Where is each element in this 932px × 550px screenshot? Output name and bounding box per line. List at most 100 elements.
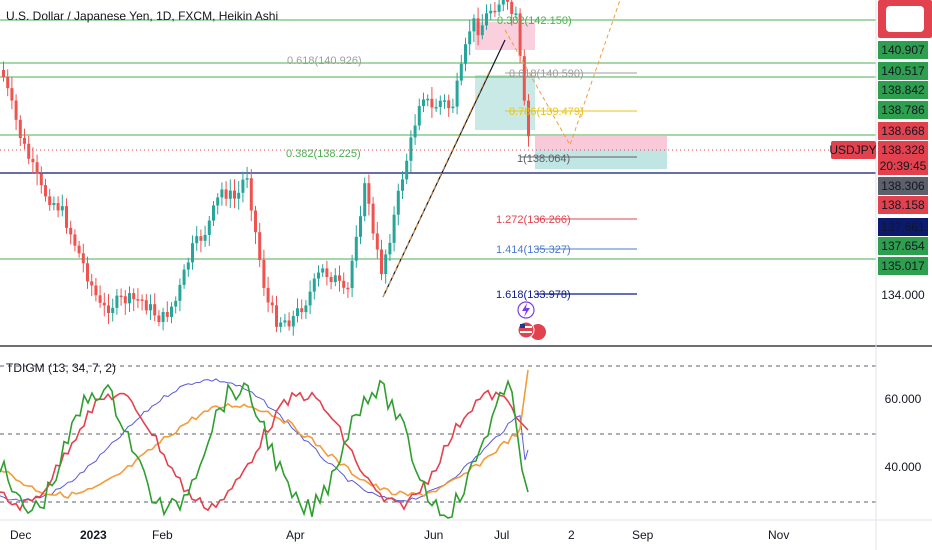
price-label-box <box>878 41 928 59</box>
price-label: 138.668 <box>881 124 925 138</box>
candle-body <box>23 138 26 144</box>
candle-body <box>241 179 245 193</box>
candle-body <box>14 100 18 120</box>
candle-body <box>119 295 123 298</box>
candle-body <box>405 160 409 180</box>
fib-label: 1.272(136.266) <box>496 214 571 226</box>
fib-label: 0.618(140.590) <box>509 68 584 80</box>
candle-body <box>493 10 497 13</box>
price-label: 135.017 <box>881 259 925 273</box>
candle-body <box>228 190 232 199</box>
candle-body <box>233 190 236 199</box>
candle-body <box>60 206 64 211</box>
candle-body <box>447 100 451 109</box>
candle-body <box>203 234 207 241</box>
time-axis[interactable]: Dec 2023 Feb Apr Jun Jul 2 Sep Nov <box>10 528 789 542</box>
price-label-box <box>878 237 928 255</box>
chart-title: U.S. Dollar / Japanese Yen, 1D, FXCM, He… <box>6 9 278 23</box>
candle-body <box>363 183 367 217</box>
candle-body <box>338 275 341 281</box>
price-badge-inner <box>886 6 924 32</box>
candle-body <box>317 272 320 279</box>
candle-body <box>195 236 199 244</box>
candle-body <box>35 162 39 174</box>
time-label: 2023 <box>80 528 107 542</box>
candle-body <box>472 18 476 32</box>
candle-body <box>443 100 446 102</box>
candle-body <box>476 18 480 36</box>
last-price-label: 138.328 <box>881 143 925 157</box>
candle-body <box>2 70 5 77</box>
fib-label: 0.786(139.479) <box>509 106 584 118</box>
candle-body <box>464 44 467 64</box>
candle-body <box>254 210 257 233</box>
price-label: 138.842 <box>881 83 925 97</box>
candle-body <box>501 0 505 5</box>
stop-zone-upper <box>475 22 535 50</box>
candle-body <box>329 276 333 283</box>
economic-event-markers[interactable] <box>517 301 546 340</box>
candle-body <box>514 13 518 15</box>
price-label: 138.786 <box>881 103 925 117</box>
candle-body <box>350 260 354 289</box>
price-label-box <box>878 177 928 195</box>
fib-label: 0.382(138.225) <box>286 148 361 160</box>
candle-body <box>518 13 522 57</box>
indicator-tick: 60.000 <box>885 392 922 406</box>
price-label: 138.158 <box>881 198 925 212</box>
candle-body <box>191 243 194 263</box>
candle-body <box>430 98 434 108</box>
price-label-box <box>878 62 928 80</box>
fib-label: 1.618(133.978) <box>496 289 571 301</box>
candle-body <box>207 220 211 235</box>
indicator-tick: 40.000 <box>885 460 922 474</box>
candle-body <box>107 305 110 314</box>
time-label: Feb <box>152 528 173 542</box>
price-label: 137.661 <box>881 220 925 234</box>
candle-body <box>98 295 102 303</box>
candle-body <box>485 13 488 26</box>
time-label: 2 <box>568 528 575 542</box>
candle-body <box>354 236 358 261</box>
countdown-label: 20:39:45 <box>880 159 927 173</box>
candle-body <box>140 299 144 301</box>
flag-stripe <box>520 326 532 328</box>
candle-body <box>392 214 396 243</box>
candle-body <box>220 189 224 198</box>
candle-body <box>409 137 413 161</box>
price-scale[interactable]: 140.907 140.517 138.842 138.786 138.668 … <box>829 0 932 474</box>
candle-body <box>224 189 228 199</box>
candle-body <box>283 320 287 323</box>
candle-body <box>245 178 249 180</box>
candle-body <box>6 76 10 89</box>
candle-body <box>27 143 31 159</box>
candle-body <box>56 203 60 211</box>
indicator-title: TDIGM (13, 34, 7, 2) <box>6 361 116 375</box>
candle-body <box>266 287 270 303</box>
candle-body <box>506 0 509 2</box>
candle-body <box>18 119 22 139</box>
candle-body <box>480 25 484 36</box>
candle-body <box>128 293 131 304</box>
price-label-box <box>878 218 928 236</box>
candle-body <box>149 304 152 311</box>
candle-body <box>308 291 312 306</box>
candle-body <box>371 203 375 234</box>
candle-body <box>396 190 400 215</box>
projection-path[interactable] <box>504 0 621 147</box>
candle-body <box>300 308 304 313</box>
candle-body <box>73 234 77 246</box>
candle-body <box>287 320 291 327</box>
symbol-tag[interactable] <box>831 141 876 159</box>
time-label: Jun <box>424 528 443 542</box>
candle-body <box>380 249 383 275</box>
target-zone-lower <box>535 150 667 169</box>
candle-body <box>417 106 421 126</box>
candle-body <box>468 31 472 45</box>
candle-body <box>296 308 299 317</box>
price-label: 140.907 <box>881 43 925 57</box>
price-label-box <box>878 122 928 140</box>
candles <box>2 0 530 336</box>
